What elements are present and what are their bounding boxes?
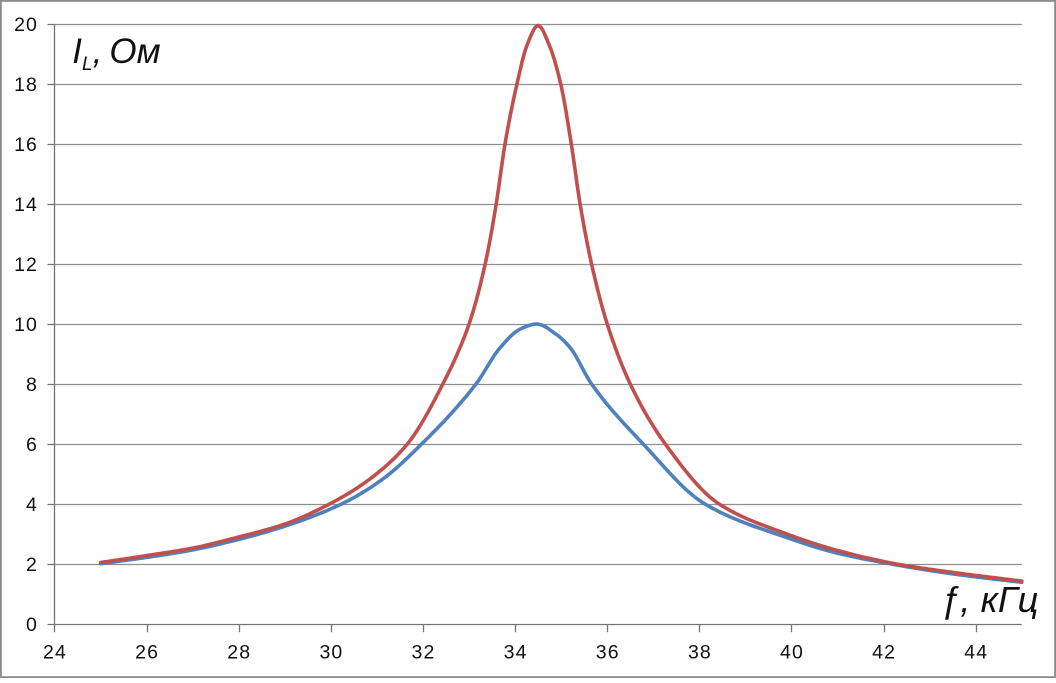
svg-text:24: 24 <box>43 642 67 664</box>
svg-text:40: 40 <box>780 642 804 664</box>
svg-text:0: 0 <box>26 614 38 636</box>
svg-text:26: 26 <box>135 642 159 664</box>
svg-text:8: 8 <box>26 374 38 396</box>
svg-text:14: 14 <box>14 194 38 216</box>
svg-text:28: 28 <box>227 642 251 664</box>
svg-text:36: 36 <box>596 642 620 664</box>
svg-text:32: 32 <box>412 642 436 664</box>
svg-text:44: 44 <box>964 642 988 664</box>
svg-text:42: 42 <box>872 642 896 664</box>
svg-text:ƒ, кГц: ƒ, кГц <box>940 579 1039 621</box>
svg-text:38: 38 <box>688 642 712 664</box>
svg-text:16: 16 <box>14 134 38 156</box>
svg-text:20: 20 <box>14 14 38 36</box>
svg-text:6: 6 <box>26 434 38 456</box>
svg-text:12: 12 <box>14 254 38 276</box>
svg-text:34: 34 <box>504 642 528 664</box>
svg-text:30: 30 <box>319 642 343 664</box>
svg-text:10: 10 <box>14 314 38 336</box>
svg-text:2: 2 <box>26 554 38 576</box>
svg-text:18: 18 <box>14 74 38 96</box>
svg-text:4: 4 <box>26 494 38 516</box>
